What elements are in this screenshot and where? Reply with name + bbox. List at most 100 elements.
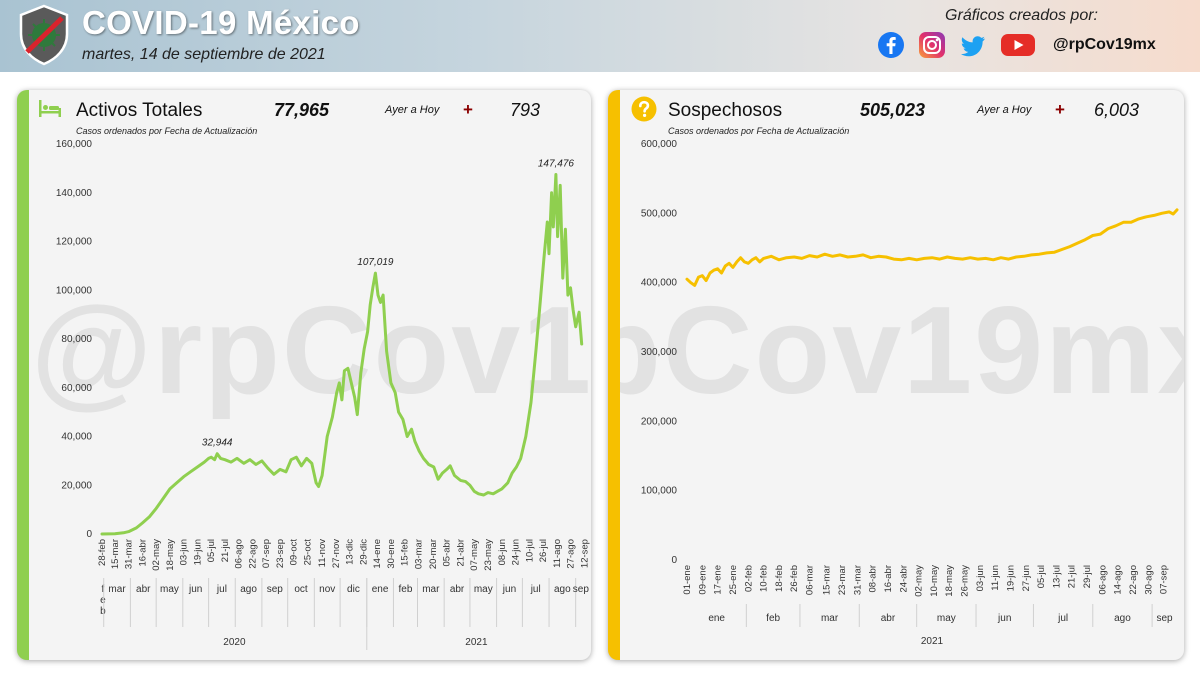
total-value: 77,965 <box>274 100 330 120</box>
data-label: 147,476 <box>538 159 575 170</box>
watermark: @rpCov19mx <box>31 282 591 420</box>
instagram-icon[interactable] <box>918 31 946 59</box>
month-label: b <box>100 606 106 617</box>
month-label: ago <box>1114 613 1131 624</box>
month-label: mar <box>422 584 440 595</box>
x-tick-label: 23-mar <box>837 565 848 595</box>
social-links: @rpCov19mx <box>877 30 1156 60</box>
x-tick-label: 19-jun <box>1005 565 1016 591</box>
month-label: feb <box>766 613 780 624</box>
month-label: jun <box>502 584 516 595</box>
twitter-handle[interactable]: @rpCov19mx <box>1053 36 1156 53</box>
hospital-bed-icon <box>39 100 61 117</box>
x-tick-label: 13-jul <box>1051 565 1062 588</box>
month-label: ago <box>240 584 257 595</box>
x-tick-label: 30-ago <box>1143 565 1154 595</box>
y-tick-label: 40,000 <box>61 432 92 443</box>
year-label: 2020 <box>223 637 246 648</box>
header-bar: COVID-19 México martes, 14 de septiembre… <box>0 0 1200 72</box>
x-tick-label: 30-ene <box>386 539 397 569</box>
panel-title: Sospechosos <box>668 100 783 121</box>
month-label: may <box>937 613 956 624</box>
x-tick-label: 10-jul <box>524 539 535 562</box>
virus-shield-logo-icon <box>19 4 69 66</box>
month-label: ene <box>372 584 389 595</box>
x-tick-label: 03-jun <box>179 539 190 565</box>
x-tick-label: 05-jul <box>206 539 217 562</box>
x-tick-label: 02-may <box>914 565 925 597</box>
x-tick-label: 11-ago <box>552 539 563 568</box>
y-tick-label: 0 <box>86 529 92 540</box>
x-tick-label: 31-mar <box>124 539 135 569</box>
x-tick-label: 27-jun <box>1021 565 1032 591</box>
x-tick-label: 11-jun <box>990 565 1001 591</box>
x-tick-label: 07-sep <box>1159 565 1170 594</box>
x-tick-label: 21-jul <box>1067 565 1078 588</box>
x-tick-label: 23-may <box>483 539 494 571</box>
x-tick-label: 18-feb <box>774 565 785 592</box>
x-tick-label: 13-dic <box>345 539 356 565</box>
x-tick-label: 27-nov <box>331 539 342 568</box>
year-label: 2021 <box>921 636 944 647</box>
x-tick-label: 12-sep <box>579 539 590 568</box>
x-tick-label: 28-feb <box>97 539 108 566</box>
app-title: COVID-19 México <box>82 4 360 41</box>
plus-sign: + <box>1055 100 1065 119</box>
month-label: ago <box>554 584 571 595</box>
x-tick-label: 25-oct <box>302 539 313 566</box>
month-label: may <box>474 584 493 595</box>
month-label: jun <box>997 613 1011 624</box>
x-tick-label: 26-feb <box>789 565 800 592</box>
x-tick-label: 02-feb <box>743 565 754 592</box>
x-tick-label: 29-jul <box>1082 565 1093 588</box>
x-tick-label: 15-feb <box>400 539 411 566</box>
report-date: martes, 14 de septiembre de 2021 <box>82 46 326 63</box>
panel-title: Activos Totales <box>76 100 203 121</box>
x-tick-label: 02-may <box>151 539 162 571</box>
x-tick-label: 26-jul <box>538 539 549 562</box>
month-label: abr <box>450 584 465 595</box>
x-tick-label: 24-abr <box>898 565 909 592</box>
month-label: may <box>160 584 179 595</box>
watermark: @rpCov19mx <box>608 282 1184 420</box>
twitter-icon[interactable] <box>959 31 987 59</box>
x-tick-label: 16-abr <box>137 539 148 566</box>
x-tick-label: 24-jun <box>511 539 522 565</box>
month-label: jul <box>530 584 541 595</box>
x-tick-label: 08-abr <box>868 565 879 592</box>
active-cases-chart: 0 20,000 40,000 60,000 80,000 100,000 120,000 1… <box>56 139 590 650</box>
x-tick-label: 07-sep <box>261 539 272 568</box>
x-tick-label: 27-ago <box>566 539 577 569</box>
x-tick-label: 25-ene <box>728 565 739 595</box>
y-tick-label: 140,000 <box>56 188 93 199</box>
month-label: nov <box>319 584 335 595</box>
y-tick-label: 120,000 <box>56 237 93 248</box>
x-tick-label: 19-jun <box>192 539 203 565</box>
month-label: abr <box>136 584 151 595</box>
x-tick-label: 15-mar <box>110 539 121 569</box>
x-tick-label: 01-ene <box>682 565 693 595</box>
y-tick-label: 200,000 <box>641 416 678 427</box>
x-tick-label: 07-may <box>469 539 480 571</box>
month-label: f <box>101 584 104 595</box>
y-tick-label: 100,000 <box>56 285 93 296</box>
month-label: ene <box>708 613 725 624</box>
month-label: dic <box>347 584 360 595</box>
ayer-a-hoy-label: Ayer a Hoy <box>385 104 440 116</box>
month-label: oct <box>294 584 308 595</box>
y-tick-label: 500,000 <box>641 208 678 219</box>
x-tick-label: 10-feb <box>759 565 770 592</box>
x-tick-label: 09-oct <box>289 539 300 566</box>
x-tick-label: 26-may <box>960 565 971 597</box>
y-tick-label: 0 <box>671 555 677 566</box>
daily-delta: 6,003 <box>1094 100 1140 120</box>
question-mark-icon <box>631 96 657 122</box>
youtube-icon[interactable] <box>1000 31 1036 59</box>
x-tick-label: 22-ago <box>1128 565 1139 595</box>
x-tick-label: 06-ago <box>1097 565 1108 595</box>
ayer-a-hoy-label: Ayer a Hoy <box>977 104 1032 116</box>
x-tick-label: 14-ene <box>372 539 383 569</box>
month-label: mar <box>821 613 839 624</box>
facebook-icon[interactable] <box>877 31 905 59</box>
month-label: sep <box>267 584 284 595</box>
